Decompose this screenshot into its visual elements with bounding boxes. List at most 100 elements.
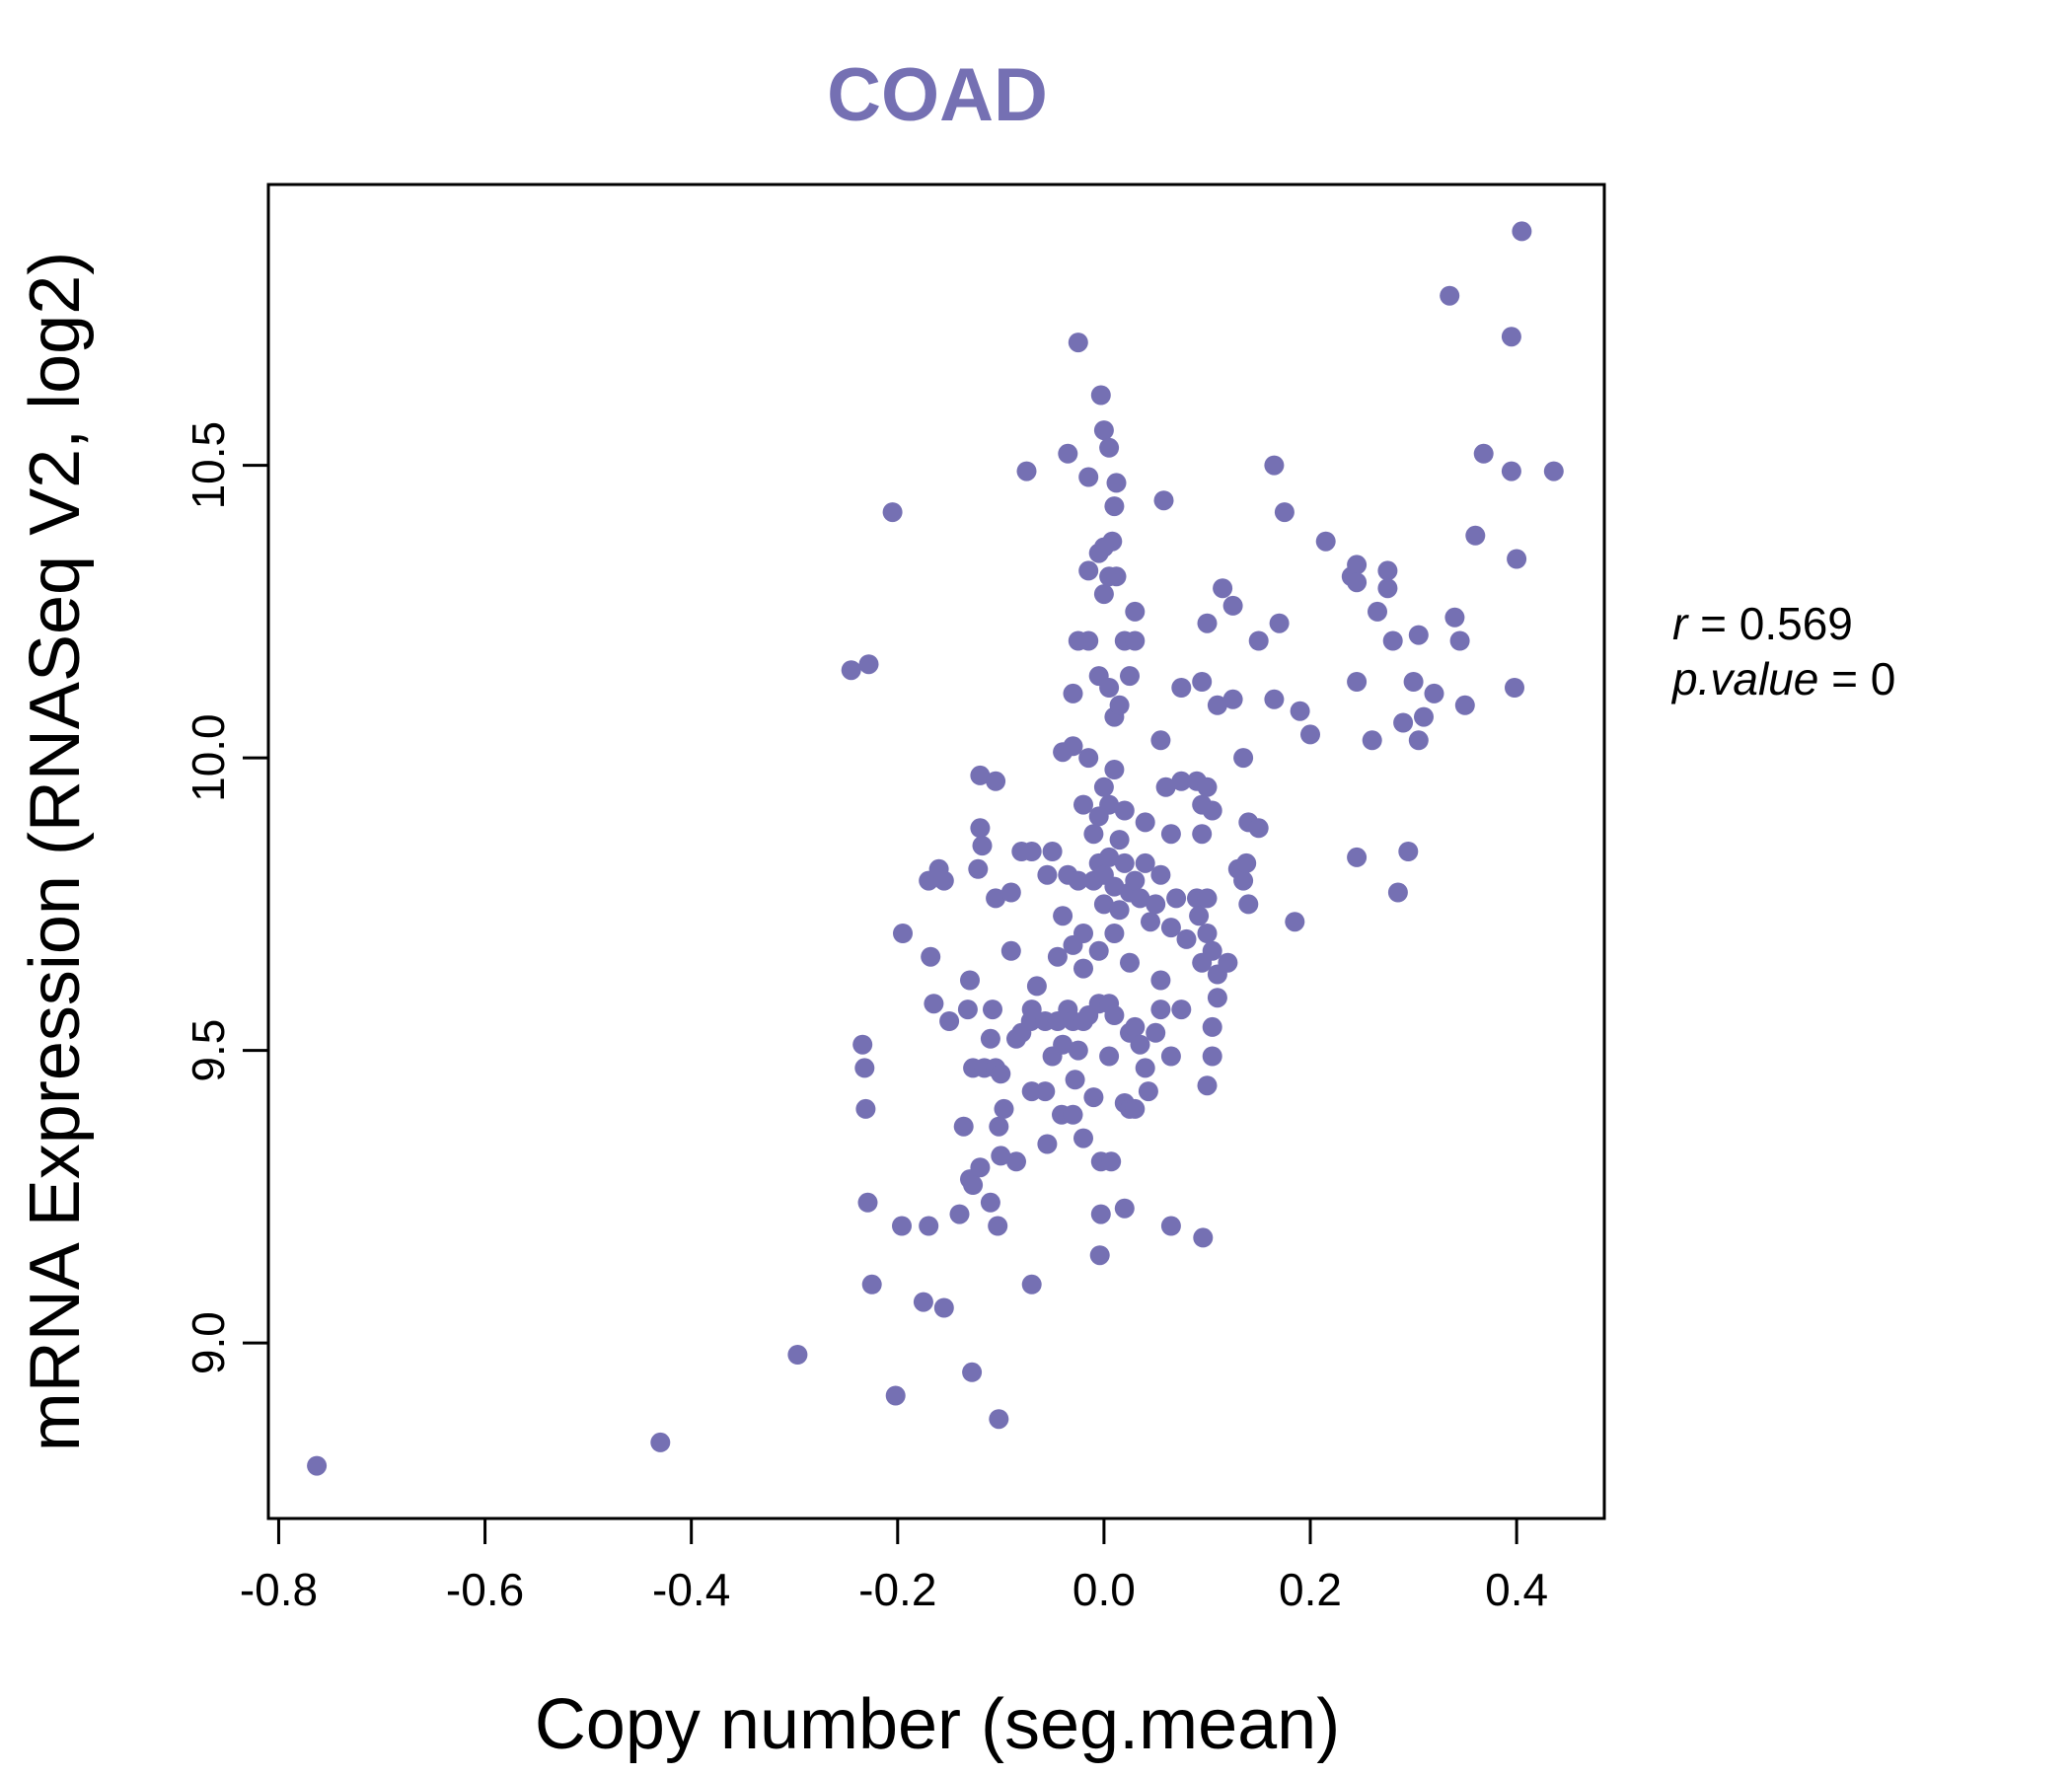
data-point-45 <box>1035 1081 1056 1102</box>
data-point-22 <box>854 1058 875 1078</box>
data-point-201 <box>882 502 903 523</box>
data-point-30 <box>953 1116 974 1137</box>
data-point-33 <box>970 1157 991 1178</box>
data-point-159 <box>1160 824 1181 845</box>
data-point-49 <box>1063 1104 1083 1125</box>
data-point-209 <box>1153 490 1174 511</box>
data-point-124 <box>1135 852 1155 873</box>
data-point-17 <box>1090 1204 1111 1224</box>
data-point-127 <box>1150 864 1171 885</box>
data-point-3 <box>885 1385 906 1406</box>
data-point-207 <box>1104 496 1125 517</box>
data-point-165 <box>1192 824 1213 845</box>
data-point-24 <box>893 924 913 943</box>
data-point-140 <box>1236 852 1257 873</box>
data-point-242 <box>1507 549 1527 569</box>
data-point-2 <box>787 1345 808 1365</box>
data-point-1 <box>650 1432 671 1452</box>
data-point-238 <box>1473 443 1494 464</box>
data-point-177 <box>1109 695 1130 715</box>
data-point-188 <box>1125 601 1146 622</box>
data-point-227 <box>1398 842 1419 861</box>
data-point-126 <box>1146 894 1166 915</box>
data-point-14 <box>949 1204 970 1224</box>
data-point-66 <box>1068 1040 1088 1061</box>
data-point-59 <box>1021 999 1042 1020</box>
data-point-27 <box>939 1011 960 1031</box>
data-point-139 <box>1233 870 1254 891</box>
data-point-232 <box>1424 683 1444 703</box>
data-point-206 <box>1099 437 1120 458</box>
data-point-96 <box>986 888 1006 909</box>
data-point-115 <box>1099 847 1120 867</box>
data-point-173 <box>1078 630 1099 651</box>
y-tick-label-2: 10.0 <box>183 713 234 802</box>
data-point-142 <box>1285 912 1305 932</box>
data-point-185 <box>1264 689 1285 709</box>
data-point-137 <box>1218 952 1238 973</box>
x-axis: -0.8 -0.6 -0.4 -0.2 0.0 0.2 0.4 <box>240 1517 1548 1615</box>
data-point-134 <box>1197 888 1218 909</box>
data-point-182 <box>1192 672 1213 692</box>
data-point-228 <box>1403 672 1424 692</box>
data-point-236 <box>1454 695 1475 715</box>
data-point-103 <box>1047 946 1068 967</box>
data-point-42 <box>991 1146 1011 1166</box>
data-point-144 <box>986 771 1006 791</box>
data-point-118 <box>1109 900 1130 921</box>
data-point-12 <box>892 1216 912 1236</box>
data-point-187 <box>1300 724 1320 745</box>
data-point-129 <box>1166 888 1187 909</box>
data-point-81 <box>1171 999 1192 1020</box>
data-point-171 <box>1063 683 1083 703</box>
data-point-208 <box>1106 473 1127 493</box>
data-point-93 <box>970 818 991 839</box>
data-point-231 <box>1414 706 1434 727</box>
data-point-168 <box>1248 818 1269 839</box>
data-point-11 <box>857 1192 878 1213</box>
data-point-100 <box>1021 842 1042 861</box>
p-equals: = <box>1818 653 1870 704</box>
data-point-224 <box>1382 630 1403 651</box>
data-point-51 <box>1073 1128 1093 1148</box>
data-point-169 <box>841 660 861 681</box>
data-point-36 <box>980 1028 1000 1049</box>
data-point-130 <box>1176 928 1197 949</box>
data-point-97 <box>1000 882 1021 903</box>
p-symbol: p.value <box>1670 653 1818 704</box>
data-point-214 <box>1315 531 1336 552</box>
data-point-18 <box>1114 1198 1135 1219</box>
data-point-7 <box>913 1292 933 1312</box>
x-tick-label-5: 0.2 <box>1279 1564 1342 1615</box>
data-point-158 <box>1155 777 1176 797</box>
data-point-60 <box>1026 976 1047 997</box>
data-point-107 <box>1068 870 1088 891</box>
data-point-78 <box>1150 999 1171 1020</box>
data-point-122 <box>1125 870 1146 891</box>
data-point-92 <box>933 870 954 891</box>
data-point-184 <box>1222 689 1243 709</box>
data-point-87 <box>1202 1016 1222 1037</box>
data-point-77 <box>1146 1022 1166 1043</box>
data-point-104 <box>1053 906 1073 926</box>
data-point-202 <box>1016 461 1037 481</box>
r-equals: = <box>1687 598 1739 649</box>
data-point-222 <box>1377 560 1398 581</box>
data-point-170 <box>858 654 879 675</box>
data-point-21 <box>852 1034 873 1055</box>
data-point-15 <box>980 1192 1000 1213</box>
data-point-9 <box>1021 1274 1042 1295</box>
data-point-190 <box>1213 578 1233 599</box>
data-point-189 <box>1197 613 1218 633</box>
data-point-39 <box>991 1064 1011 1084</box>
data-point-46 <box>1037 1134 1058 1154</box>
data-point-149 <box>1083 824 1104 845</box>
data-point-13 <box>919 1216 939 1236</box>
data-point-181 <box>1171 678 1192 698</box>
data-point-75 <box>1135 1058 1155 1078</box>
data-point-102 <box>1042 842 1063 861</box>
data-point-151 <box>1093 777 1114 797</box>
data-point-86 <box>1202 1046 1222 1067</box>
data-point-203 <box>1058 443 1078 464</box>
data-point-229 <box>1408 625 1429 645</box>
